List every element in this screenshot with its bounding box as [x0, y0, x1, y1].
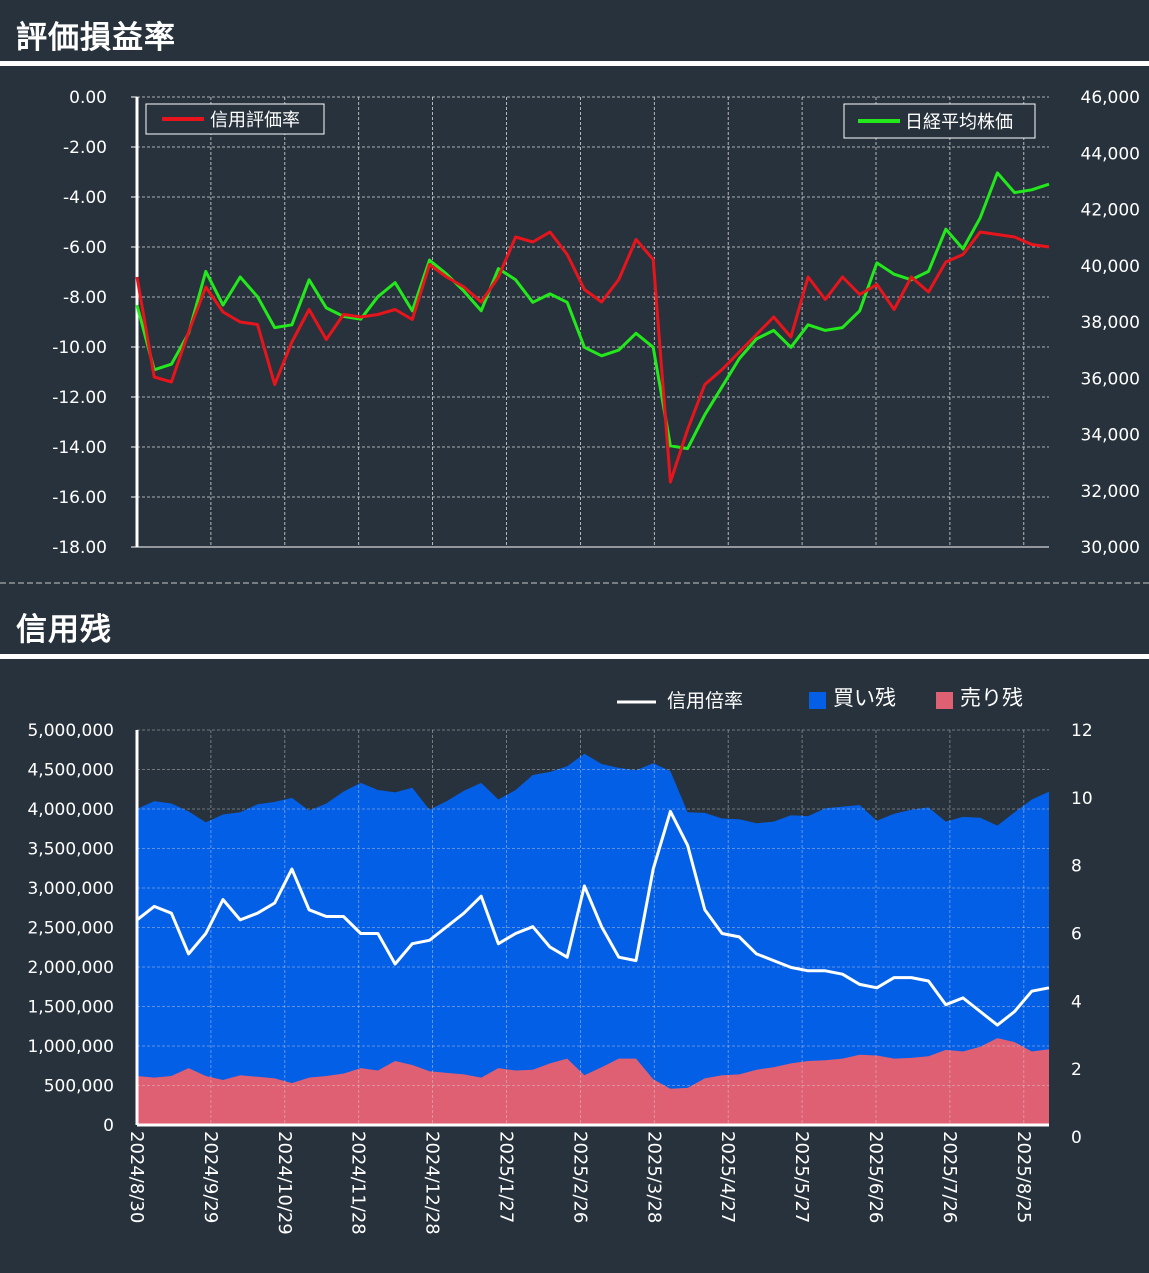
- y-left-tick-label: -14.00: [52, 438, 107, 458]
- x-tick-label: 2025/7/26: [939, 1131, 960, 1223]
- y-left-tick-label: 0: [103, 1116, 114, 1136]
- valuation-section-title: 評価損益率: [16, 12, 176, 57]
- valuation-lines: [137, 173, 1049, 482]
- legend-label-buy: 買い残: [833, 686, 896, 710]
- x-tick-label: 2025/5/27: [791, 1131, 812, 1223]
- y-left-tick-label: 1,500,000: [27, 998, 114, 1018]
- x-tick-label: 2024/8/30: [126, 1131, 147, 1223]
- valuation-legends: 信用評価率 日経平均株価: [146, 104, 1035, 138]
- x-tick-label: 2024/11/28: [348, 1131, 369, 1235]
- x-tick-label: 2025/3/28: [643, 1131, 664, 1223]
- y-right-tick-label: 30,000: [1081, 538, 1140, 558]
- x-tick-label: 2025/6/26: [865, 1131, 886, 1223]
- legend-swatch-buy: [809, 692, 826, 709]
- y-right-tick-label: 38,000: [1081, 313, 1140, 333]
- y-right-tick-label: 10: [1071, 789, 1093, 809]
- valuation-rate-series-line: [137, 232, 1049, 482]
- y-left-tick-label: 2,500,000: [27, 919, 114, 939]
- y-right-tick-label: 8: [1071, 857, 1082, 877]
- y-left-tick-label: -12.00: [52, 388, 107, 408]
- valuation-grid: [137, 97, 1049, 547]
- margin-section-title: 信用残: [16, 604, 112, 649]
- y-left-tick-label: -4.00: [63, 188, 107, 208]
- y-left-tick-label: 0.00: [69, 88, 107, 108]
- x-tick-label: 2025/1/27: [496, 1131, 517, 1223]
- y-right-tick-label: 6: [1071, 925, 1082, 945]
- x-tick-label: 2024/10/29: [274, 1131, 295, 1235]
- y-left-tick-label: -2.00: [63, 138, 107, 158]
- legend-swatch-sell: [936, 692, 953, 709]
- y-right-tick-label: 12: [1071, 721, 1093, 741]
- legend-label-sell: 売り残: [960, 686, 1023, 710]
- y-right-tick-label: 46,000: [1081, 88, 1140, 108]
- y-right-tick-label: 42,000: [1081, 201, 1140, 221]
- y-left-tick-label: -8.00: [63, 288, 107, 308]
- margin-legend: 信用倍率 買い残 売り残: [617, 686, 1023, 712]
- y-left-tick-label: 1,000,000: [27, 1037, 114, 1057]
- y-left-tick-label: -10.00: [52, 338, 107, 358]
- legend-label-ratio: 信用倍率: [667, 690, 743, 712]
- margin-balance-chart: 5,000,000 4,500,000 4,000,000 3,500,000 3,00…: [0, 659, 1149, 1273]
- valuation-chart: 0.00 -2.00 -4.00 -6.00 -8.00 -10.00 -12.00 -14.…: [0, 66, 1149, 586]
- valuation-axes: 0.00 -2.00 -4.00 -6.00 -8.00 -10.00 -12.00 -14.…: [52, 88, 1140, 558]
- y-right-tick-label: 44,000: [1081, 144, 1140, 164]
- y-left-tick-label: -6.00: [63, 238, 107, 258]
- legend-label-nikkei: 日経平均株価: [905, 112, 1013, 133]
- y-left-tick-label: -16.00: [52, 488, 107, 508]
- x-tick-label: 2025/8/25: [1013, 1131, 1034, 1223]
- x-tick-label: 2024/9/29: [200, 1131, 221, 1223]
- y-right-tick-label: 2: [1071, 1060, 1082, 1080]
- y-left-tick-label: 3,500,000: [27, 840, 114, 860]
- y-left-tick-label: 5,000,000: [27, 721, 114, 741]
- y-left-tick-label: 4,000,000: [27, 800, 114, 820]
- y-left-tick-label: -18.00: [52, 538, 107, 558]
- legend-label-valuation-rate: 信用評価率: [210, 110, 300, 131]
- y-right-tick-label: 36,000: [1081, 369, 1140, 389]
- x-tick-label: 2024/12/28: [422, 1131, 443, 1235]
- nikkei-series-line: [137, 173, 1049, 449]
- x-tick-label: 2025/4/27: [717, 1131, 738, 1223]
- y-right-tick-label: 32,000: [1081, 482, 1140, 502]
- y-right-tick-label: 4: [1071, 992, 1082, 1012]
- y-left-tick-label: 4,500,000: [27, 761, 114, 781]
- x-tick-label: 2025/2/26: [569, 1131, 590, 1223]
- y-right-tick-label: 34,000: [1081, 426, 1140, 446]
- y-left-tick-label: 3,000,000: [27, 879, 114, 899]
- y-left-tick-label: 500,000: [44, 1077, 114, 1097]
- y-right-tick-label: 40,000: [1081, 257, 1140, 277]
- y-left-tick-label: 2,000,000: [27, 958, 114, 978]
- y-right-tick-label: 0: [1071, 1128, 1082, 1148]
